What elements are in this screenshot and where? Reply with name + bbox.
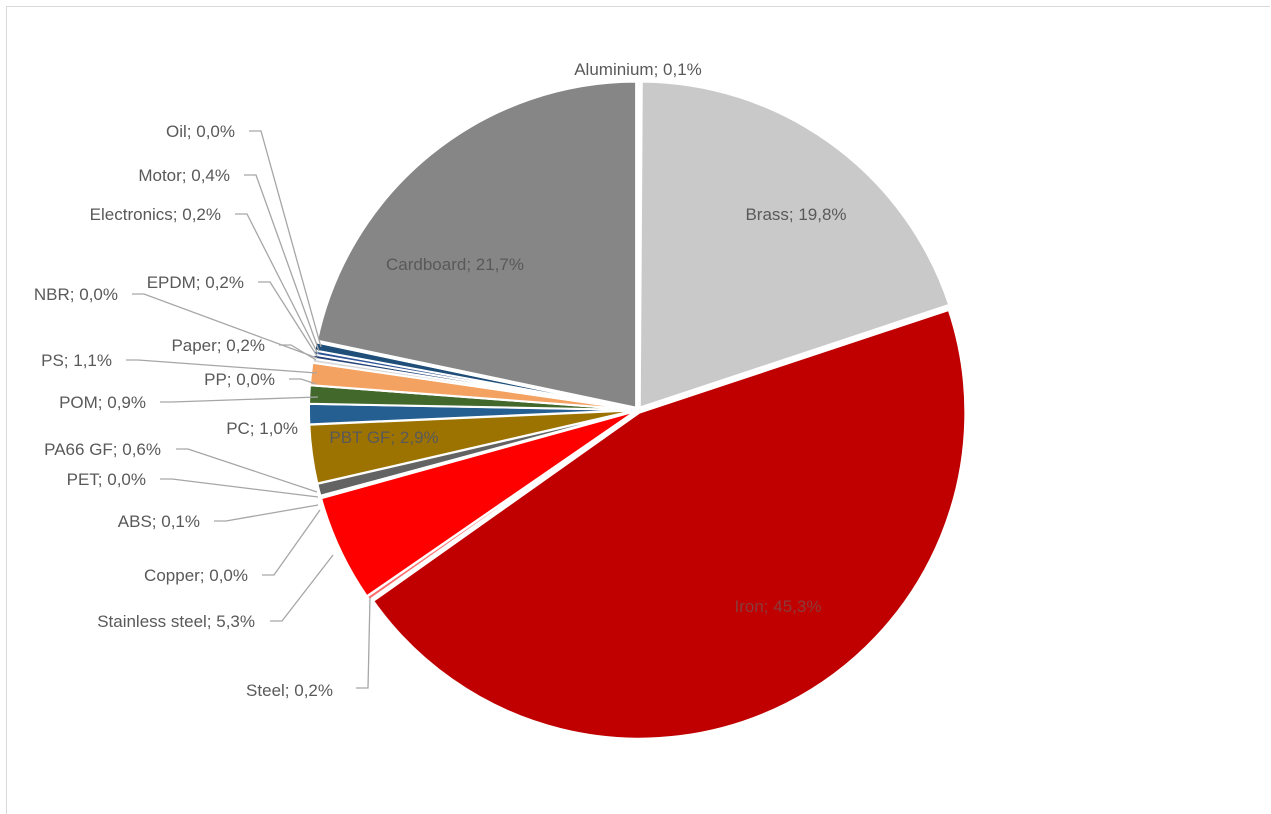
leader-line-electronics — [235, 213, 319, 355]
data-label-pet: PET; 0,0% — [67, 470, 146, 489]
data-label-iron: Iron; 45,3% — [735, 597, 822, 616]
data-label-nbr: NBR; 0,0% — [34, 285, 118, 304]
leader-line-motor — [244, 174, 320, 352]
data-label-electronics: Electronics; 0,2% — [90, 205, 221, 224]
leader-line-nbr — [132, 293, 318, 359]
leader-line-pom — [160, 396, 319, 403]
leader-line-abs — [214, 504, 319, 522]
data-label-stainless-steel: Stainless steel; 5,3% — [97, 612, 255, 631]
pie-slice-brass — [638, 80, 951, 409]
pie-slice-iron — [371, 308, 967, 740]
data-label-pc: PC; 1,0% — [226, 419, 298, 438]
data-label-brass: Brass; 19,8% — [745, 205, 846, 224]
data-label-copper: Copper; 0,0% — [144, 566, 248, 585]
leader-line-epdm — [258, 281, 318, 357]
chart-area — [6, 6, 1270, 814]
leader-line-oil — [249, 130, 322, 348]
data-label-pa66-gf: PA66 GF; 0,6% — [44, 440, 161, 459]
data-label-pbt-gf: PBT GF; 2,9% — [329, 428, 438, 447]
data-label-abs: ABS; 0,1% — [118, 512, 200, 531]
data-label-pom: POM; 0,9% — [59, 393, 146, 412]
leader-line-stainless-steel — [270, 554, 334, 622]
data-label-steel: Steel; 0,2% — [246, 681, 333, 700]
data-label-ps: PS; 1,1% — [41, 351, 112, 370]
leader-line-pa66-gf — [176, 448, 318, 493]
pie-slices — [308, 79, 967, 740]
data-label-oil: Oil; 0,0% — [166, 122, 235, 141]
data-label-cardboard: Cardboard; 21,7% — [386, 255, 524, 274]
leader-lines — [126, 130, 371, 689]
leader-line-pet — [160, 478, 319, 498]
data-labels: Aluminium; 0,1% Brass; 19,8% Iron; 45,3% St… — [34, 60, 847, 700]
pie-slice-cardboard — [315, 80, 638, 409]
leader-line-copper — [262, 509, 321, 576]
data-label-pp: PP; 0,0% — [204, 370, 275, 389]
data-label-paper: Paper; 0,2% — [171, 336, 265, 355]
data-label-aluminium: Aluminium; 0,1% — [574, 60, 702, 79]
data-label-motor: Motor; 0,4% — [138, 166, 230, 185]
leader-line-pp — [289, 378, 317, 385]
pie-slice-aluminium — [637, 79, 642, 408]
data-label-epdm: EPDM; 0,2% — [147, 273, 244, 292]
leader-line-paper — [279, 344, 317, 361]
leader-line-ps — [126, 359, 318, 374]
leader-line-steel — [356, 597, 371, 689]
